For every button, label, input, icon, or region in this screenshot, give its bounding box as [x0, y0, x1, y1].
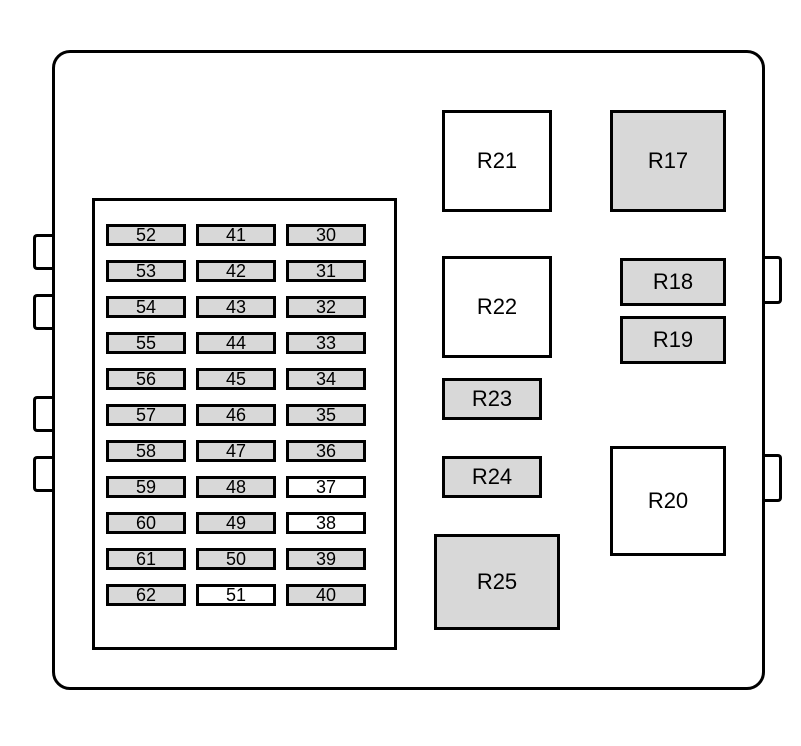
- fuse-label: 58: [136, 442, 156, 460]
- diagram-canvas: 52 53 54 55 56 57 58 59 60 61 62 41 42 43 44 45 46 47 48 49…: [0, 0, 801, 746]
- fuse-label: 39: [316, 550, 336, 568]
- fuse-label: 47: [226, 442, 246, 460]
- fuse-label: 41: [226, 226, 246, 244]
- relay-label: R18: [653, 269, 693, 295]
- fuse-label: 37: [316, 478, 336, 496]
- fuse-label: 50: [226, 550, 246, 568]
- fuse-30: 30: [286, 224, 366, 246]
- fuse-56: 56: [106, 368, 186, 390]
- fuse-39: 39: [286, 548, 366, 570]
- fuse-label: 40: [316, 586, 336, 604]
- relay-r18: R18: [620, 258, 726, 306]
- relay-r23: R23: [442, 378, 542, 420]
- fuse-label: 34: [316, 370, 336, 388]
- fuse-label: 38: [316, 514, 336, 532]
- fuse-34: 34: [286, 368, 366, 390]
- fuse-label: 32: [316, 298, 336, 316]
- fuse-label: 44: [226, 334, 246, 352]
- fuse-32: 32: [286, 296, 366, 318]
- fuse-label: 42: [226, 262, 246, 280]
- fuse-label: 36: [316, 442, 336, 460]
- fuse-37: 37: [286, 476, 366, 498]
- fuse-49: 49: [196, 512, 276, 534]
- fuse-50: 50: [196, 548, 276, 570]
- relay-label: R20: [648, 488, 688, 514]
- panel-tab-right: [763, 454, 782, 502]
- fuse-label: 46: [226, 406, 246, 424]
- fuse-31: 31: [286, 260, 366, 282]
- relay-r17: R17: [610, 110, 726, 212]
- fuse-33: 33: [286, 332, 366, 354]
- fuse-label: 57: [136, 406, 156, 424]
- fuse-51: 51: [196, 584, 276, 606]
- fuse-53: 53: [106, 260, 186, 282]
- fuse-label: 33: [316, 334, 336, 352]
- fuse-label: 43: [226, 298, 246, 316]
- relay-label: R21: [477, 148, 517, 174]
- fuse-label: 30: [316, 226, 336, 244]
- fuse-58: 58: [106, 440, 186, 462]
- fuse-46: 46: [196, 404, 276, 426]
- fuse-40: 40: [286, 584, 366, 606]
- fuse-48: 48: [196, 476, 276, 498]
- fuse-62: 62: [106, 584, 186, 606]
- fuse-52: 52: [106, 224, 186, 246]
- relay-r20: R20: [610, 446, 726, 556]
- relay-label: R25: [477, 569, 517, 595]
- fuse-label: 62: [136, 586, 156, 604]
- relay-label: R22: [477, 294, 517, 320]
- fuse-label: 49: [226, 514, 246, 532]
- fuse-57: 57: [106, 404, 186, 426]
- fuse-label: 35: [316, 406, 336, 424]
- fuse-label: 59: [136, 478, 156, 496]
- fuse-47: 47: [196, 440, 276, 462]
- fuse-59: 59: [106, 476, 186, 498]
- fuse-label: 60: [136, 514, 156, 532]
- fuse-label: 52: [136, 226, 156, 244]
- fuse-label: 51: [226, 586, 246, 604]
- relay-label: R23: [472, 386, 512, 412]
- relay-r25: R25: [434, 534, 560, 630]
- panel-tab-right: [763, 256, 782, 304]
- fuse-55: 55: [106, 332, 186, 354]
- fuse-41: 41: [196, 224, 276, 246]
- relay-label: R24: [472, 464, 512, 490]
- relay-label: R17: [648, 148, 688, 174]
- fuse-35: 35: [286, 404, 366, 426]
- fuse-label: 55: [136, 334, 156, 352]
- relay-label: R19: [653, 327, 693, 353]
- fuse-42: 42: [196, 260, 276, 282]
- fuse-61: 61: [106, 548, 186, 570]
- relay-r19: R19: [620, 316, 726, 364]
- fuse-44: 44: [196, 332, 276, 354]
- fuse-38: 38: [286, 512, 366, 534]
- fuse-43: 43: [196, 296, 276, 318]
- fuse-60: 60: [106, 512, 186, 534]
- fuse-45: 45: [196, 368, 276, 390]
- fuse-label: 54: [136, 298, 156, 316]
- fuse-label: 48: [226, 478, 246, 496]
- fuse-label: 53: [136, 262, 156, 280]
- fuse-label: 61: [136, 550, 156, 568]
- fuse-label: 56: [136, 370, 156, 388]
- relay-r21: R21: [442, 110, 552, 212]
- fuse-label: 45: [226, 370, 246, 388]
- relay-r24: R24: [442, 456, 542, 498]
- fuse-label: 31: [316, 262, 336, 280]
- fuse-54: 54: [106, 296, 186, 318]
- relay-r22: R22: [442, 256, 552, 358]
- fuse-36: 36: [286, 440, 366, 462]
